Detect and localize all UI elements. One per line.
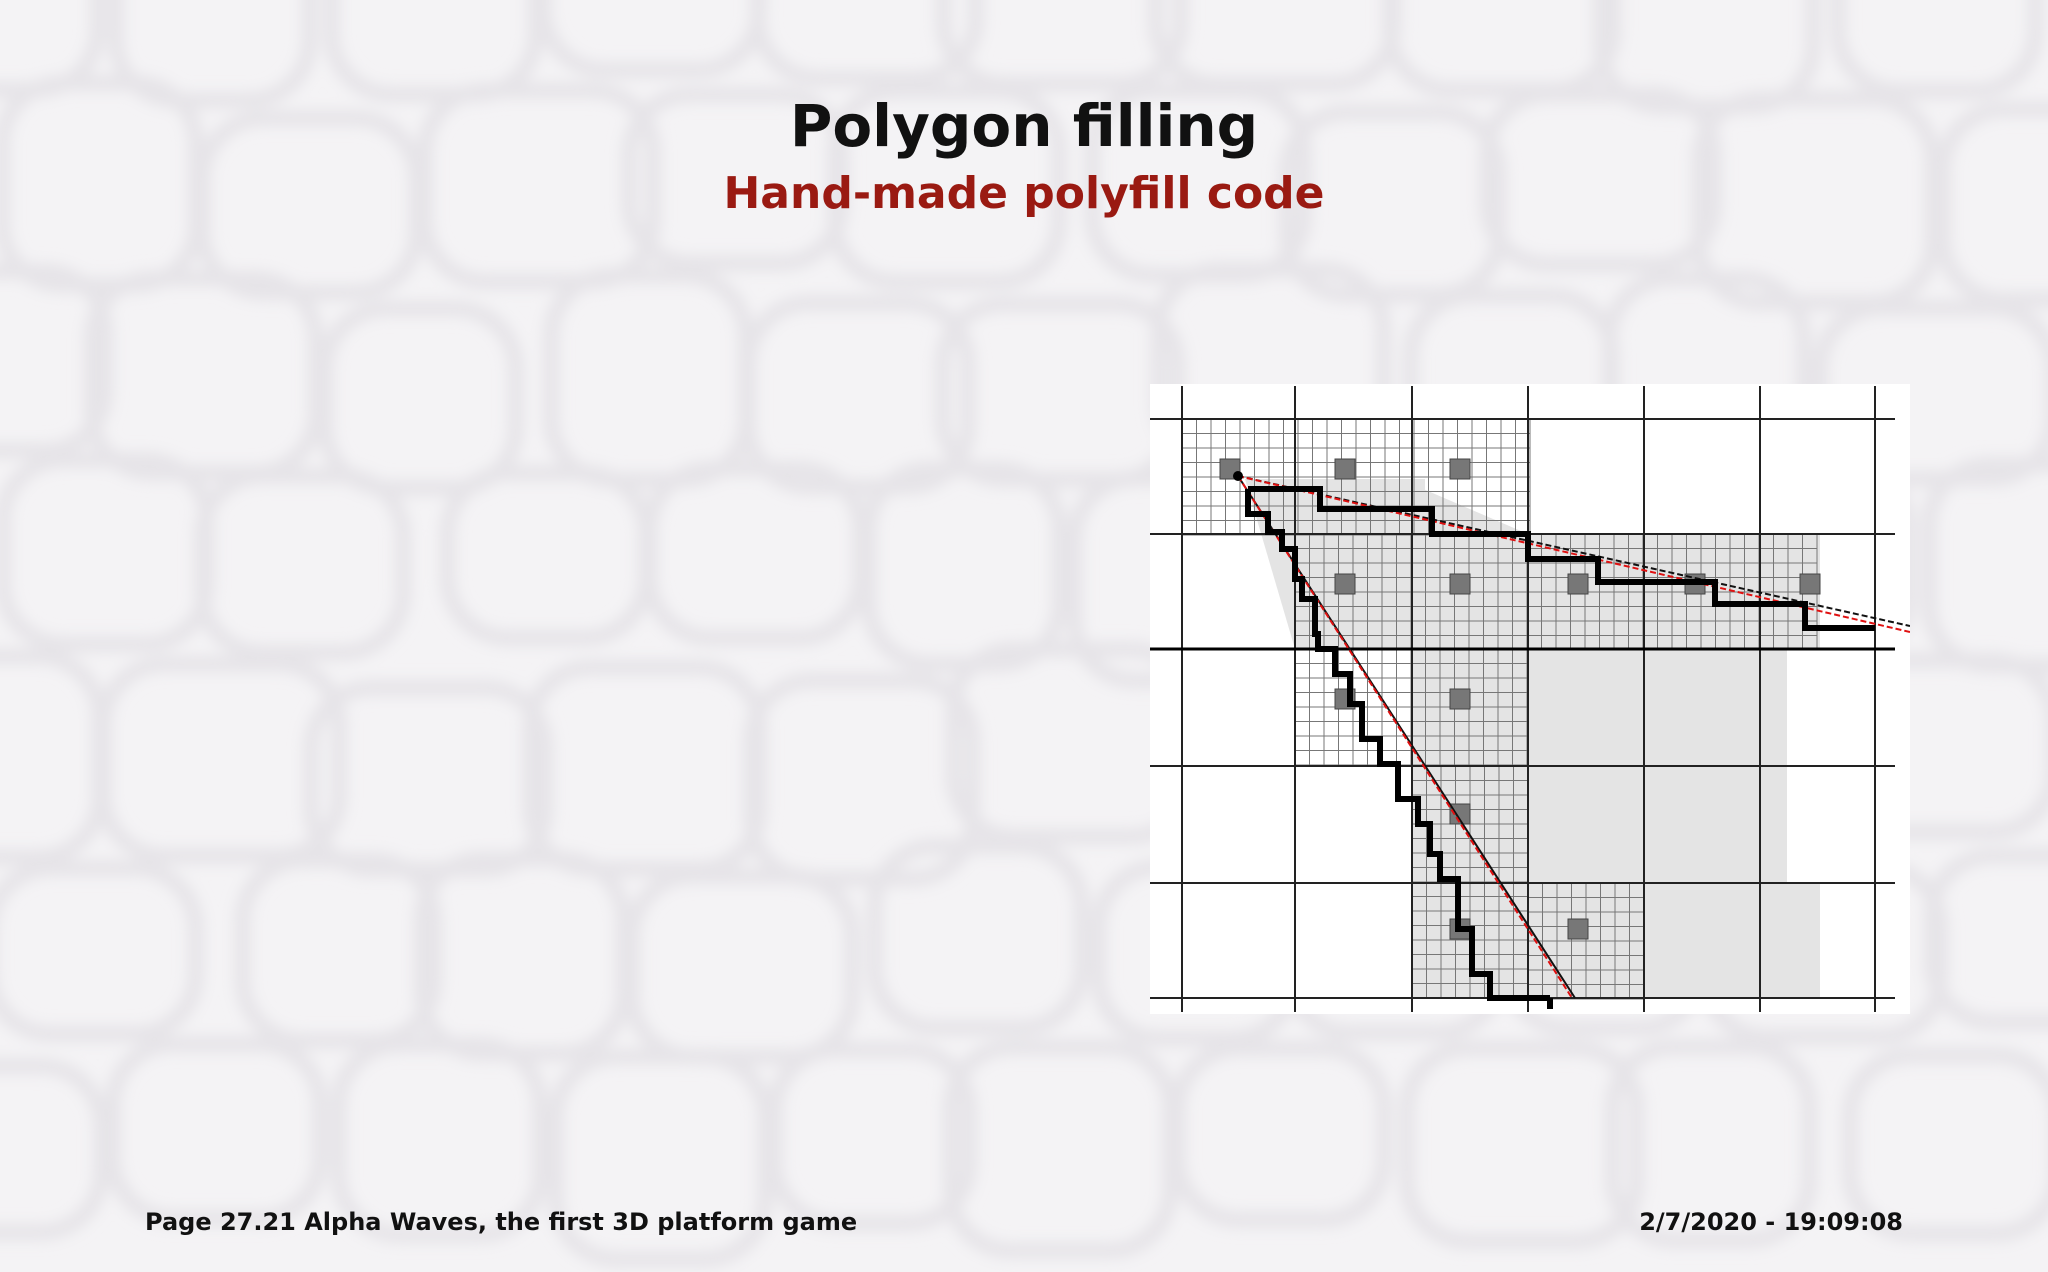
footer-timestamp: 2/7/2020 - 19:09:08 bbox=[1639, 1208, 1903, 1236]
slide-subtitle: Hand-made polyfill code bbox=[723, 168, 1325, 219]
footer-page-label: Page 27.21 Alpha Waves, the first 3D pla… bbox=[145, 1208, 858, 1236]
polygon-raster-diagram-icon bbox=[1150, 386, 1911, 1012]
polygon-fill-diagram bbox=[1150, 384, 1911, 1014]
slide-title: Polygon filling bbox=[789, 92, 1259, 160]
